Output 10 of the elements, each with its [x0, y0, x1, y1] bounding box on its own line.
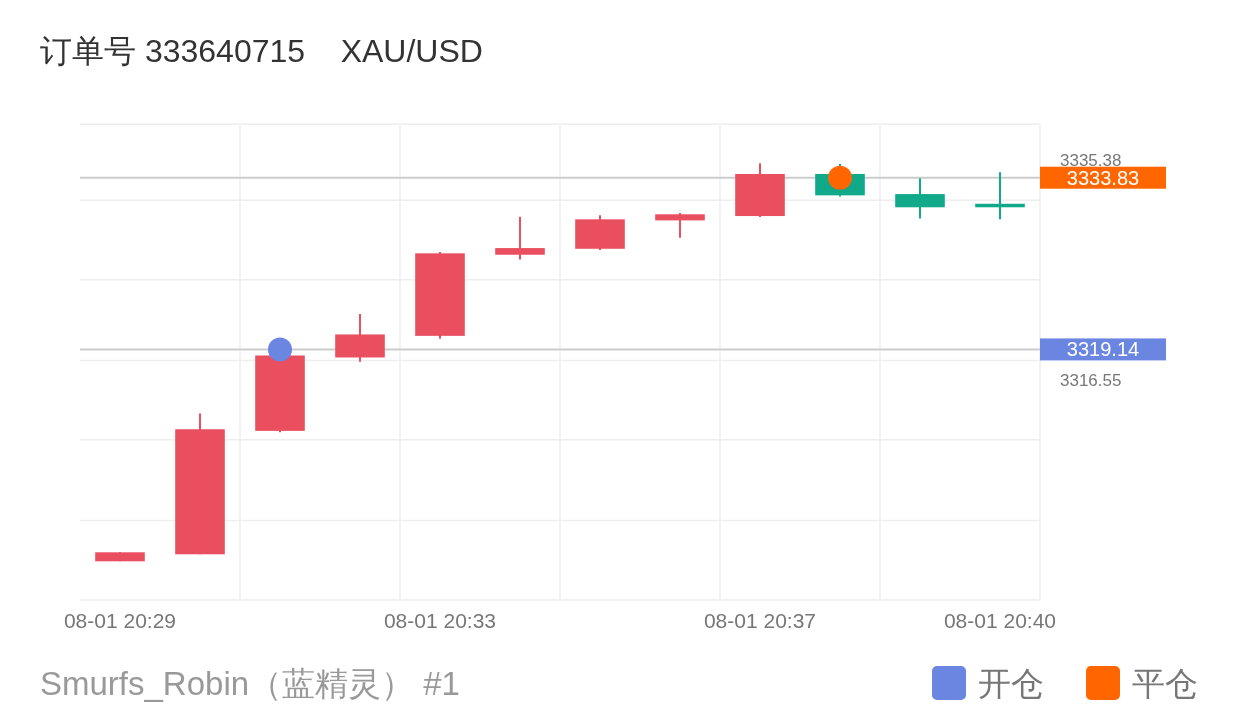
ref-line-label: 3319.14 [1066, 338, 1140, 361]
legend-label: 平仓 [1132, 665, 1198, 702]
x-tick-label: 08-01 20:29 [63, 609, 177, 632]
legend-label: 开仓 [978, 665, 1044, 702]
y-tick-label: 3316.55 [1060, 370, 1122, 390]
x-tick-label: 08-01 20:37 [703, 609, 817, 632]
text: Smurfs_Robin（蓝精灵） #1 [40, 665, 460, 702]
x-tick-label: 08-01 20:40 [943, 609, 1057, 632]
x-tick-label: 08-01 20:33 [383, 609, 497, 632]
chart-title: 订单号 333640715 XAU/USD [40, 33, 483, 69]
